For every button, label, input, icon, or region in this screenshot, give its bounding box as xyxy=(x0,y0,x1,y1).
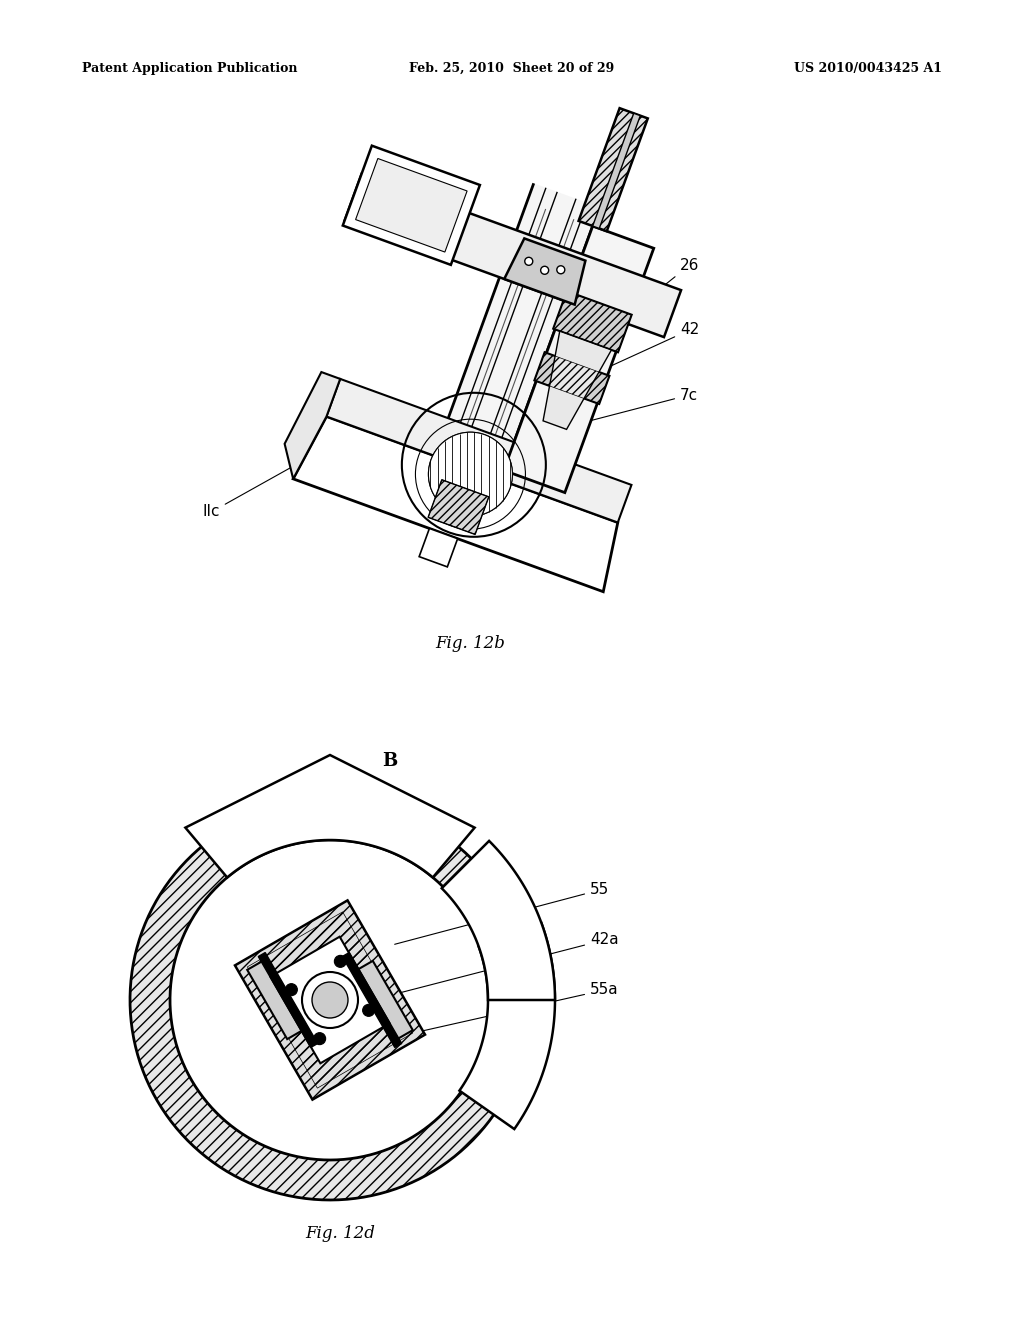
Text: US 2010/0043425 A1: US 2010/0043425 A1 xyxy=(794,62,942,75)
Text: Patent Application Publication: Patent Application Publication xyxy=(82,62,298,75)
Circle shape xyxy=(312,982,348,1018)
Circle shape xyxy=(302,972,358,1028)
Polygon shape xyxy=(593,114,640,228)
Polygon shape xyxy=(357,961,413,1039)
Circle shape xyxy=(286,983,297,995)
Polygon shape xyxy=(270,937,390,1064)
Polygon shape xyxy=(130,800,503,1200)
Polygon shape xyxy=(543,331,611,429)
Circle shape xyxy=(335,956,346,968)
Polygon shape xyxy=(441,841,555,1001)
Circle shape xyxy=(524,257,532,265)
Polygon shape xyxy=(434,183,599,479)
Circle shape xyxy=(362,1005,375,1016)
Text: IIc: IIc xyxy=(203,449,324,520)
Polygon shape xyxy=(258,953,317,1048)
Polygon shape xyxy=(285,372,340,479)
Polygon shape xyxy=(234,900,425,1100)
Polygon shape xyxy=(355,158,467,252)
Polygon shape xyxy=(293,417,617,591)
Polygon shape xyxy=(185,755,475,878)
Polygon shape xyxy=(419,528,458,566)
Circle shape xyxy=(313,1032,326,1044)
Polygon shape xyxy=(342,953,401,1048)
Text: B: B xyxy=(382,752,397,770)
Circle shape xyxy=(557,265,565,273)
Polygon shape xyxy=(460,923,555,1129)
Polygon shape xyxy=(535,352,609,404)
Text: 55a: 55a xyxy=(385,982,618,1039)
Text: Feb. 25, 2010  Sheet 20 of 29: Feb. 25, 2010 Sheet 20 of 29 xyxy=(410,62,614,75)
Text: 55: 55 xyxy=(394,883,609,944)
Polygon shape xyxy=(344,174,681,337)
Circle shape xyxy=(428,432,512,516)
Text: 42a: 42a xyxy=(375,932,618,999)
Text: 26: 26 xyxy=(617,257,699,323)
Polygon shape xyxy=(579,108,648,231)
Polygon shape xyxy=(504,239,586,305)
Text: Fig. 12b: Fig. 12b xyxy=(435,635,505,652)
Text: B: B xyxy=(299,433,429,447)
Polygon shape xyxy=(428,479,488,535)
Polygon shape xyxy=(343,145,480,265)
Polygon shape xyxy=(553,292,632,352)
Polygon shape xyxy=(504,226,653,492)
Text: Fig. 12d: Fig. 12d xyxy=(305,1225,375,1242)
Circle shape xyxy=(541,267,549,275)
Polygon shape xyxy=(327,379,632,523)
Text: 7c: 7c xyxy=(573,388,698,425)
Polygon shape xyxy=(247,961,303,1039)
Text: 42: 42 xyxy=(594,322,699,374)
